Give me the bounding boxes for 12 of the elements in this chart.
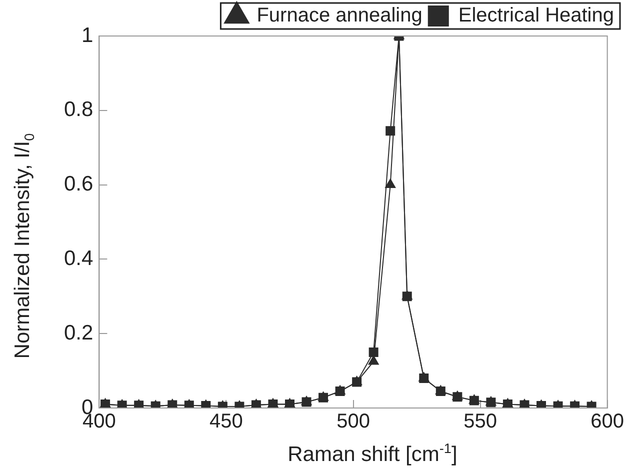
x-tick-label: 600 (590, 410, 624, 433)
x-tick-label: 500 (336, 410, 370, 433)
x-axis-title: Raman shift [cm$^{-1}$] (286, 441, 458, 467)
y-tick-label: 0.6 (64, 172, 94, 196)
y-tick-label: 1 (82, 24, 94, 47)
legend-label: Furnace annealing (256, 4, 422, 27)
y-tick-label: 0.8 (64, 98, 94, 122)
legend-label: Electrical Heating (458, 4, 614, 27)
x-tick-label: 550 (464, 410, 497, 433)
x-tick-label: 450 (210, 410, 243, 433)
y-tick-label: 0.2 (64, 321, 94, 344)
y-tick-label: 0.4 (64, 246, 94, 270)
